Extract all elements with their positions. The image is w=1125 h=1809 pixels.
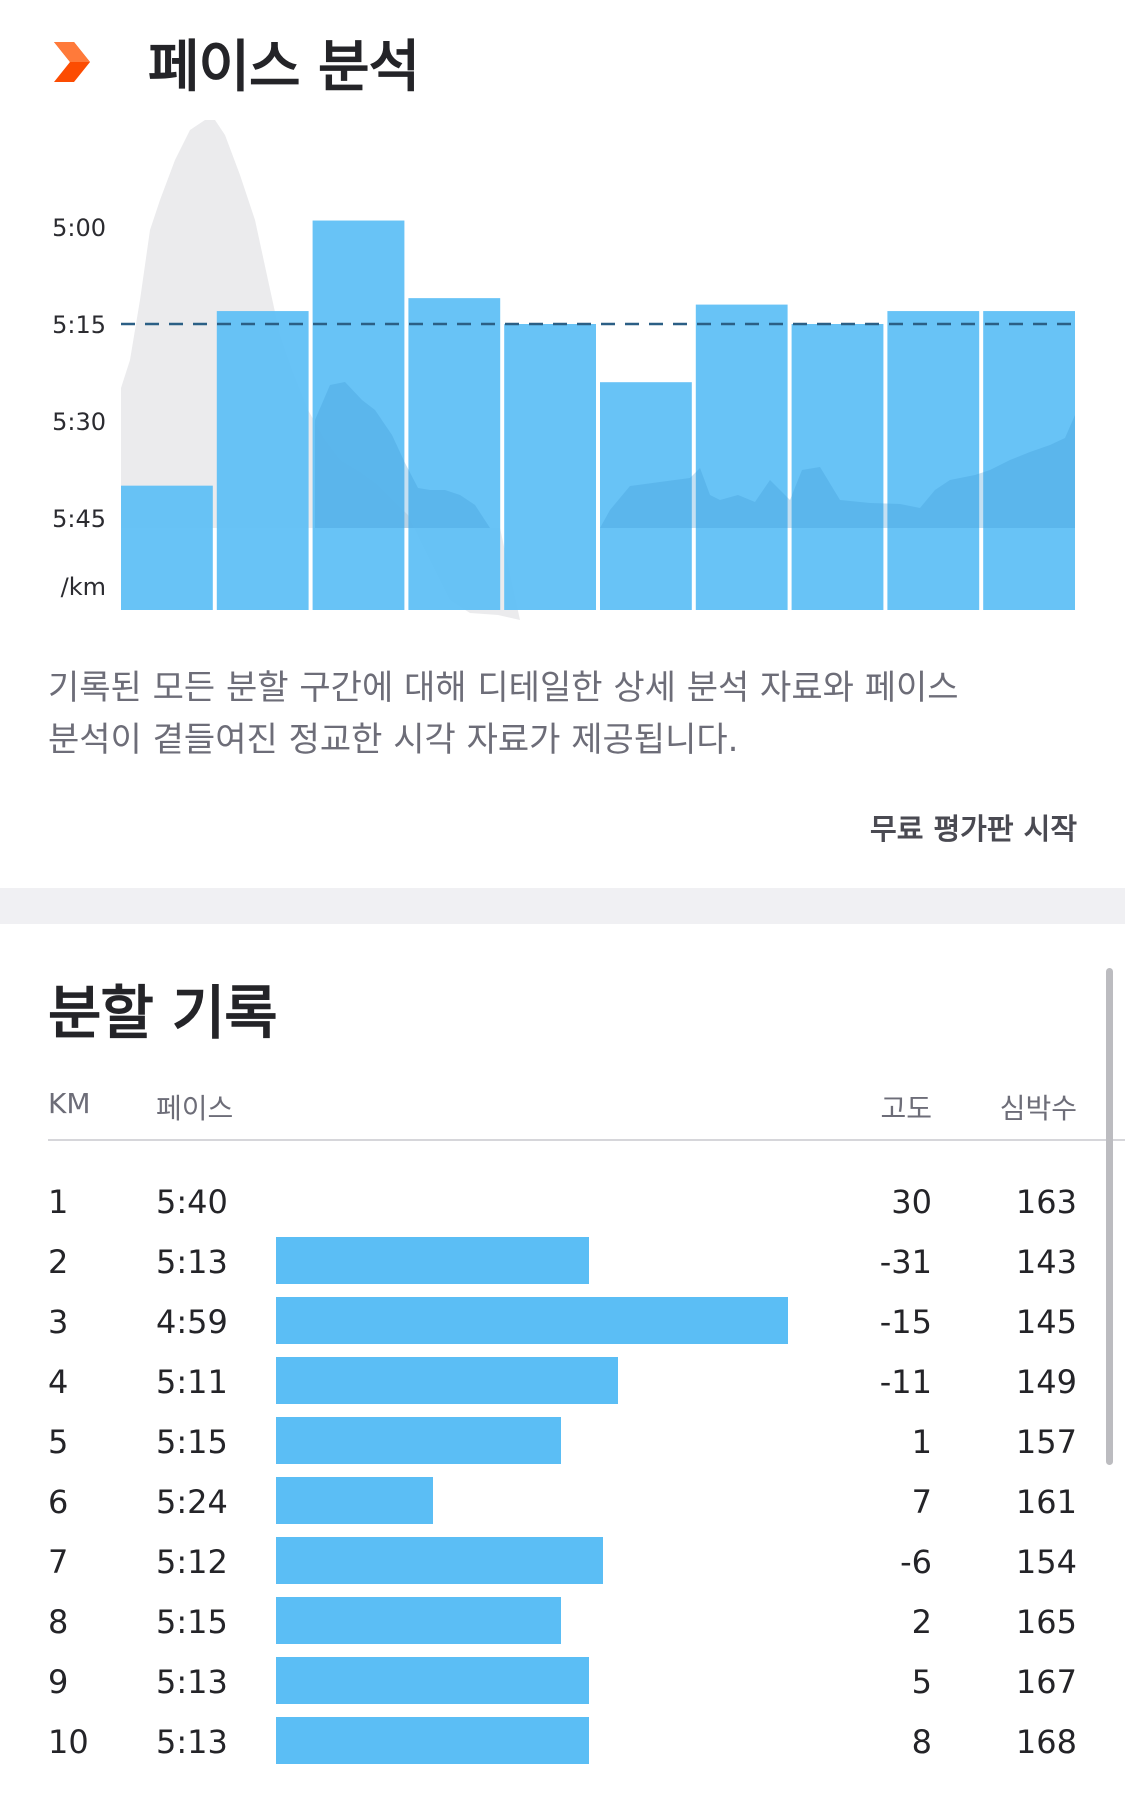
split-elevation: -15 [879,1303,932,1341]
split-heart-rate: 161 [1015,1483,1077,1521]
split-heart-rate: 163 [1015,1183,1077,1221]
split-pace-bar [276,1537,604,1584]
split-pace-bar [276,1657,590,1704]
split-km: 8 [48,1603,69,1641]
scrollbar[interactable] [1106,968,1113,1465]
y-tick-label: 5:15 [52,311,106,339]
header-pace: 페이스 [156,1092,234,1125]
description-line-2: 분석이 곁들여진 정교한 시각 자료가 제공됩니다. [48,720,739,760]
secondary-area [315,382,490,528]
splits-title: 분할 기록 [48,979,278,1047]
y-tick-label: 5:00 [52,214,106,242]
split-row-4: 4 5:11 -11 149 [0,1355,1125,1415]
pace-bar-km-5 [504,324,596,610]
split-pace: 5:15 [156,1423,228,1461]
pace-analysis-title: 페이스 분석 [148,34,420,100]
split-km: 3 [48,1303,69,1341]
section-divider [0,888,1125,924]
split-pace: 5:40 [156,1183,228,1221]
split-heart-rate: 157 [1015,1423,1077,1461]
y-tick-label: /km [61,573,106,601]
split-row-6: 6 5:24 7 161 [0,1475,1125,1535]
start-free-trial-link[interactable]: 무료 평가판 시작 [870,812,1077,846]
pace-chart-svg: 5:00 5:15 5:30 5:45/km [52,120,1075,620]
header-heart-rate: 심박수 [999,1092,1077,1125]
split-km: 2 [48,1243,69,1281]
split-km: 9 [48,1663,69,1701]
split-heart-rate: 165 [1015,1603,1077,1641]
pace-bar-km-10 [983,311,1075,610]
pace-analysis-header: 페이스 분석 [52,22,420,102]
split-km: 10 [48,1723,89,1761]
split-km: 1 [48,1183,69,1221]
header-elevation: 고도 [880,1092,932,1125]
pace-axis-ticks: 5:00 5:15 5:30 5:45/km [52,214,106,601]
pace-bar-km-7 [695,304,788,610]
split-pace-bar [276,1597,561,1644]
pace-chart: 5:00 5:15 5:30 5:45/km [0,120,1125,620]
split-row-3: 3 4:59 -15 145 [0,1295,1125,1355]
split-pace: 5:12 [156,1543,228,1581]
split-heart-rate: 154 [1015,1543,1077,1581]
split-pace-bar [276,1417,561,1464]
pace-bar-km-6 [600,382,692,610]
split-pace-bar [276,1237,590,1284]
y-tick-label: 5:30 [52,408,106,436]
split-elevation: 2 [911,1603,932,1641]
split-km: 7 [48,1543,69,1581]
split-row-8: 8 5:15 2 165 [0,1595,1125,1655]
split-row-2: 2 5:13 -31 143 [0,1235,1125,1295]
pace-bars [121,220,1075,610]
pace-bar-km-4 [408,298,501,610]
split-elevation: 8 [911,1723,932,1761]
split-heart-rate: 149 [1015,1363,1077,1401]
split-row-10: 10 5:13 8 168 [0,1715,1125,1775]
secondary-area-right [600,415,1075,528]
split-pace-bar [276,1717,590,1764]
y-tick-label: 5:45 [52,505,106,533]
pace-bar-km-8 [791,324,884,610]
chevron-right-icon [54,42,90,82]
header-divider [48,1139,1125,1141]
split-heart-rate: 145 [1015,1303,1077,1341]
split-elevation: 5 [911,1663,932,1701]
split-row-7: 7 5:12 -6 154 [0,1535,1125,1595]
pace-bar-km-9 [887,311,980,610]
split-row-9: 9 5:13 5 167 [0,1655,1125,1715]
split-row-5: 5 5:15 1 157 [0,1415,1125,1475]
split-elevation: 1 [911,1423,932,1461]
split-km: 6 [48,1483,69,1521]
split-pace: 5:13 [156,1663,228,1701]
split-heart-rate: 167 [1015,1663,1077,1701]
split-row-1: 1 5:40 30 163 [0,1175,1125,1235]
split-elevation: -31 [879,1243,932,1281]
split-pace: 4:59 [156,1303,228,1341]
split-elevation: 7 [911,1483,932,1521]
pace-bar-km-1 [121,485,213,610]
split-elevation: -6 [900,1543,932,1581]
split-pace: 5:24 [156,1483,228,1521]
header-km: KM [48,1087,91,1120]
split-elevation: 30 [891,1183,932,1221]
split-pace: 5:13 [156,1243,228,1281]
pace-bar-km-2 [216,311,309,610]
split-elevation: -11 [879,1363,932,1401]
pace-analysis-description: 기록된 모든 분할 구간에 대해 디테일한 상세 분석 자료와 페이스 분석이 … [48,662,1048,766]
pace-bar-km-3 [312,220,405,610]
split-km: 5 [48,1423,69,1461]
split-pace: 5:15 [156,1603,228,1641]
split-pace: 5:11 [156,1363,228,1401]
split-heart-rate: 168 [1015,1723,1077,1761]
split-pace-bar [276,1297,788,1344]
split-pace: 5:13 [156,1723,228,1761]
split-km: 4 [48,1363,69,1401]
split-pace-bar [276,1477,433,1524]
description-line-1: 기록된 모든 분할 구간에 대해 디테일한 상세 분석 자료와 페이스 [48,668,959,708]
split-heart-rate: 143 [1015,1243,1077,1281]
split-pace-bar [276,1357,618,1404]
